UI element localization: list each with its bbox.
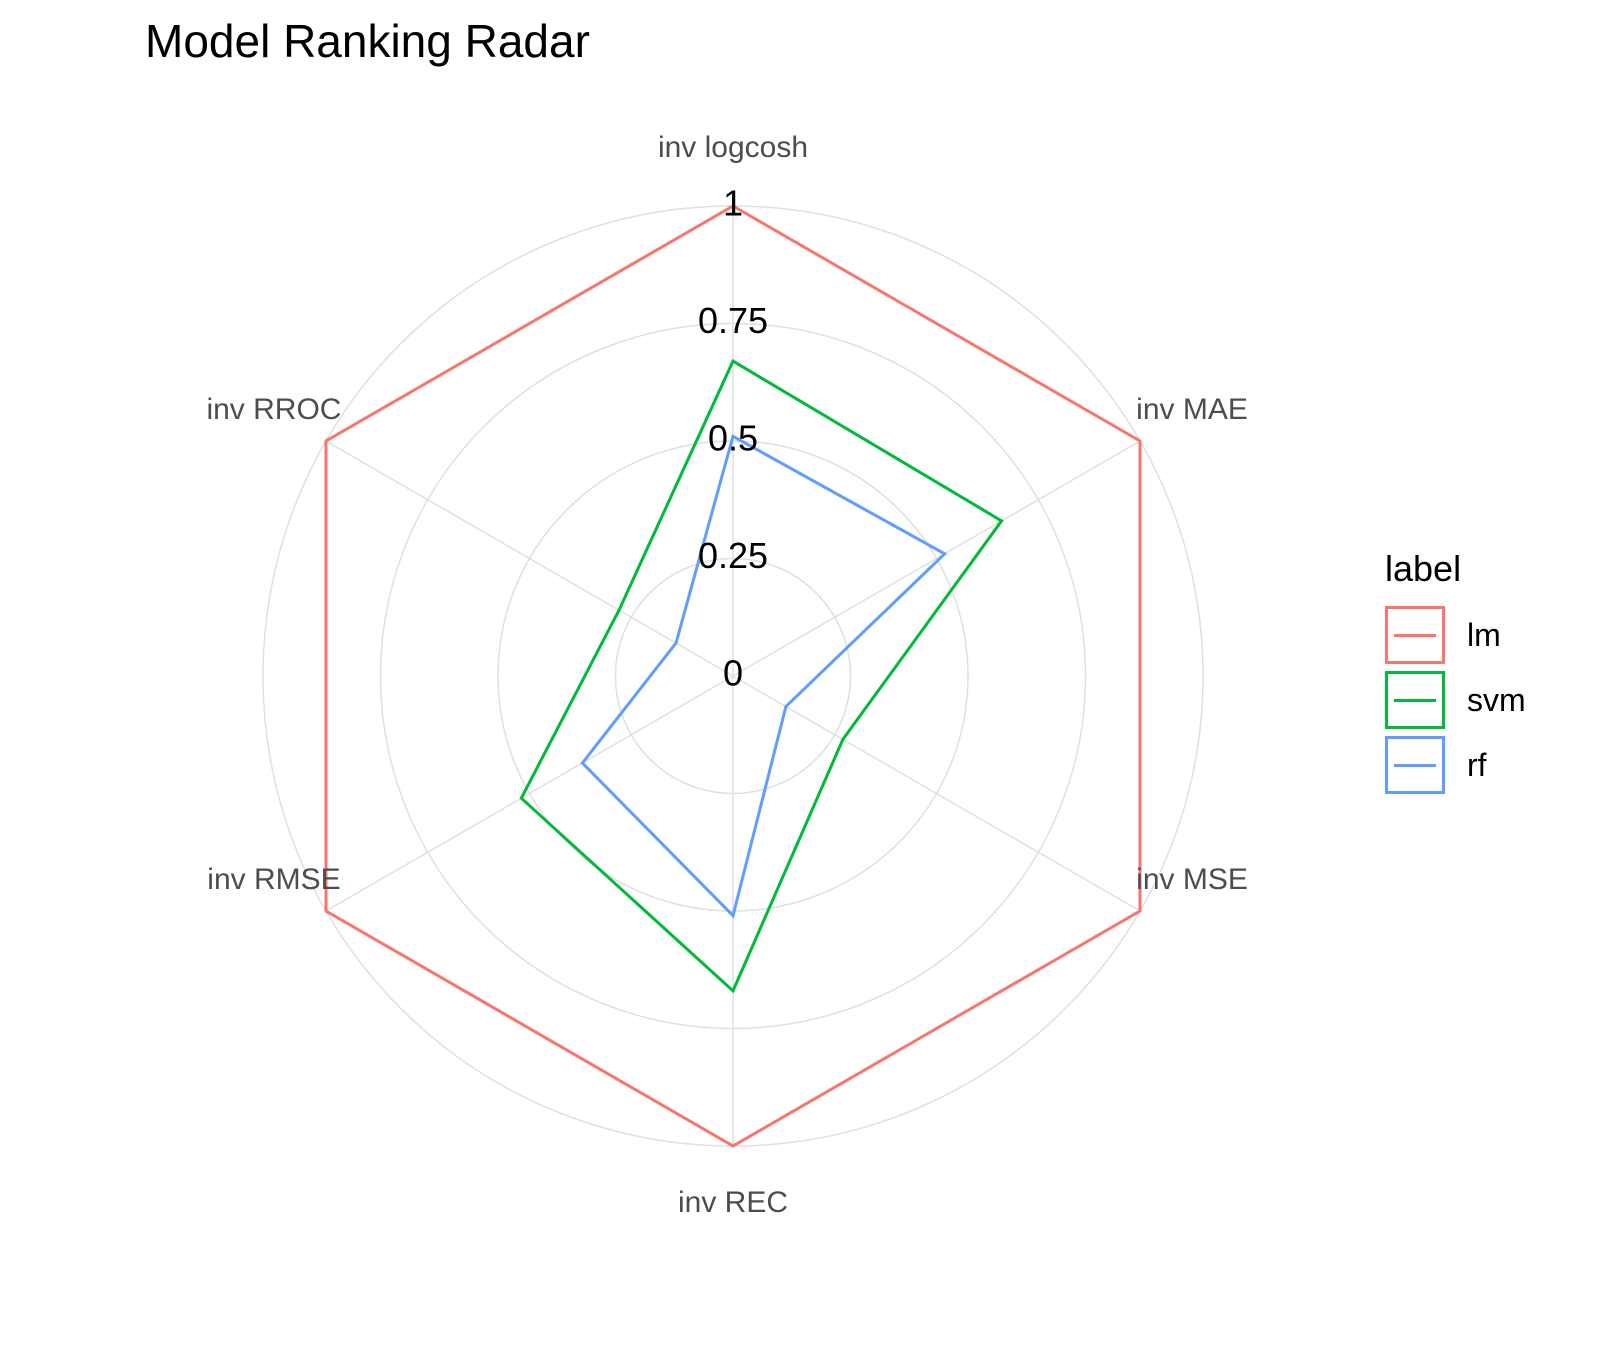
axis-label: inv RROC (206, 393, 341, 426)
series-line-rf (580, 434, 948, 919)
legend: label lm svm rf (1385, 548, 1605, 801)
axis-spoke (325, 440, 734, 677)
series-line-svm (519, 358, 1004, 994)
axis-label: inv logcosh (658, 131, 808, 164)
legend-item-svm: svm (1385, 671, 1605, 729)
legend-label: lm (1467, 616, 1501, 653)
legend-item-lm: lm (1385, 606, 1605, 664)
radial-tick-label: 0.5 (708, 418, 758, 459)
legend-label: svm (1467, 681, 1526, 718)
legend-key-line (1394, 698, 1436, 702)
legend-item-rf: rf (1385, 736, 1605, 794)
legend-key (1385, 606, 1445, 664)
legend-title: label (1385, 548, 1462, 589)
legend-key (1385, 736, 1445, 794)
legend-key (1385, 671, 1445, 729)
radial-tick-label: 0.25 (698, 535, 768, 576)
tick-layer: 0 0.25 0.5 0.75 1 (698, 183, 768, 694)
axis-label-layer: inv logcosh inv MAE inv MSE inv REC inv RMSE… (206, 131, 1247, 1219)
radial-tick-label: 0.75 (698, 300, 768, 341)
series-line-lm (324, 204, 1142, 1148)
axis-label: inv MAE (1136, 393, 1248, 426)
legend-label: rf (1467, 746, 1487, 783)
axis-spoke (732, 440, 1141, 677)
axis-label: inv RMSE (207, 863, 340, 896)
axis-spoke (325, 675, 734, 912)
radial-tick-label: 1 (723, 183, 743, 224)
radial-tick-label: 0 (723, 653, 743, 694)
axis-spoke (732, 675, 1141, 912)
legend-key-line (1394, 633, 1436, 637)
legend-key-line (1394, 763, 1436, 767)
axis-label: inv REC (678, 1186, 788, 1219)
legend-items: lm svm rf (1385, 606, 1605, 794)
series-layer (324, 204, 1142, 1148)
chart-title: Model Ranking Radar (145, 15, 590, 67)
axis-label: inv MSE (1136, 863, 1248, 896)
